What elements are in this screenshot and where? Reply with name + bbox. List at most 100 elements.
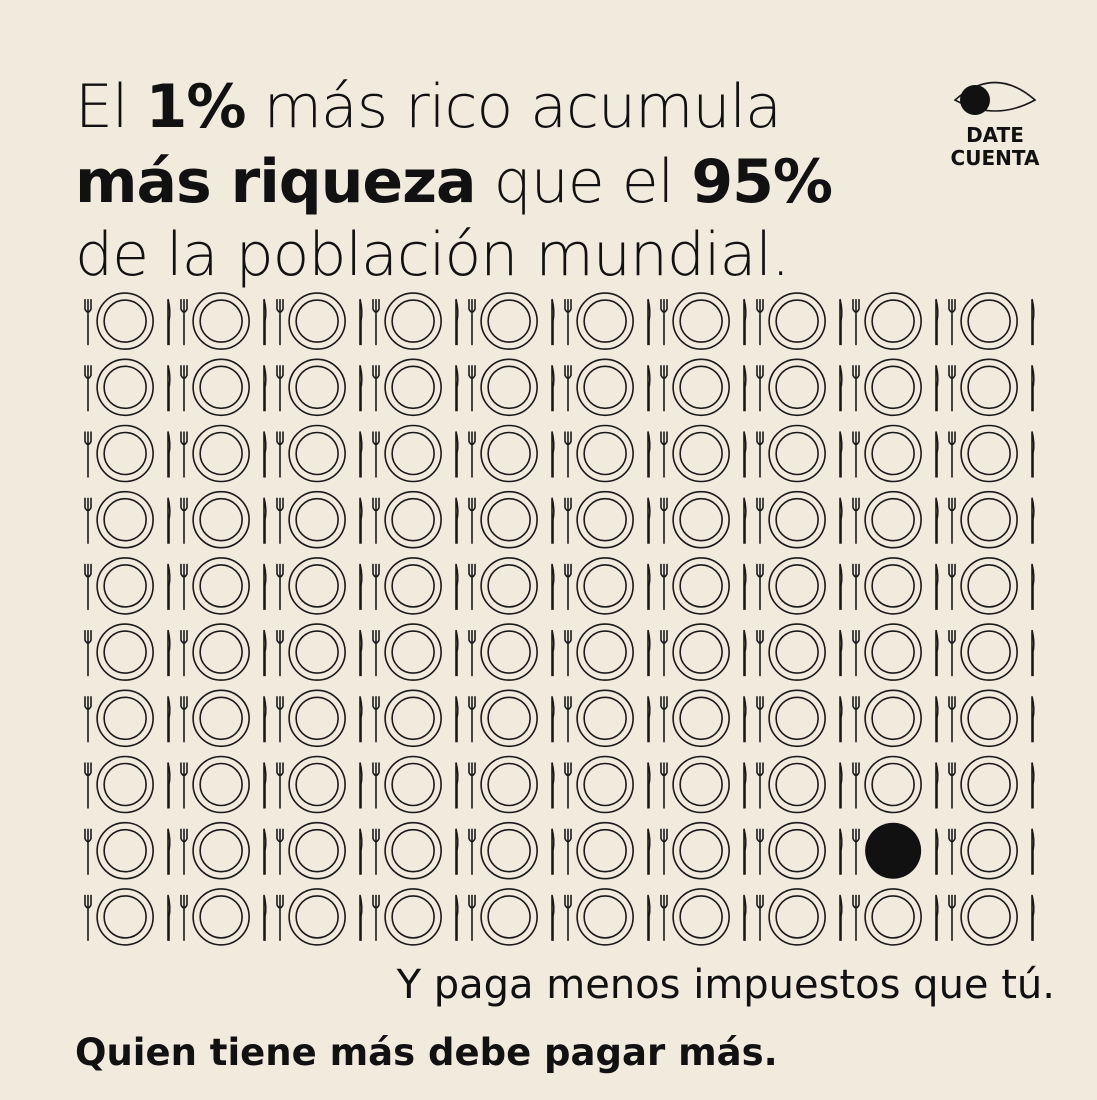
fork — [564, 762, 572, 809]
plate-rim — [199, 365, 243, 410]
logo: DATE CUENTA — [951, 81, 1040, 170]
plate-rim — [679, 564, 723, 608]
fork — [852, 299, 860, 346]
place-setting — [468, 358, 555, 417]
fork — [180, 630, 188, 677]
knife — [263, 894, 267, 941]
fork — [84, 630, 92, 677]
plate-rim — [103, 431, 147, 476]
plate-rim — [775, 828, 819, 873]
knife — [839, 828, 843, 875]
knife — [839, 497, 843, 544]
fork — [468, 563, 476, 610]
plate — [384, 755, 442, 814]
plate — [480, 557, 538, 615]
fork — [948, 497, 956, 544]
place-setting — [948, 689, 1035, 748]
place-setting — [468, 888, 555, 946]
plate — [288, 689, 346, 748]
place-setting — [852, 292, 939, 350]
plate — [384, 689, 442, 748]
fork — [852, 497, 860, 544]
title-line: de la población mundial. — [75, 220, 789, 290]
plate — [864, 292, 922, 350]
fork — [468, 762, 476, 809]
place-setting — [660, 689, 747, 748]
knife — [647, 497, 651, 544]
plate — [384, 358, 442, 417]
plate — [960, 755, 1018, 814]
plate — [96, 424, 154, 483]
plate — [672, 557, 730, 615]
fork — [372, 894, 380, 941]
plate — [288, 557, 346, 615]
fork — [660, 431, 668, 478]
fork — [564, 299, 572, 346]
knife — [647, 298, 651, 346]
place-setting — [84, 888, 171, 946]
plate-rim — [295, 431, 339, 476]
knife — [935, 629, 939, 677]
fork — [564, 696, 572, 743]
plate-rim — [871, 895, 915, 939]
plate — [192, 821, 250, 880]
fork — [852, 431, 860, 478]
plate-rim — [103, 696, 147, 741]
plate-rim — [103, 762, 147, 807]
plate-rim — [775, 365, 819, 410]
place-setting — [468, 755, 555, 814]
fork — [372, 828, 380, 875]
plate-rim — [487, 497, 531, 542]
plate — [288, 424, 346, 483]
plate-rim — [103, 497, 147, 542]
plate-rim — [487, 365, 531, 410]
knife — [551, 365, 555, 412]
plate-rim — [103, 564, 147, 608]
plate — [192, 490, 250, 549]
plate-rim — [583, 299, 627, 343]
plate — [576, 689, 634, 748]
fork — [180, 563, 188, 610]
plate — [480, 424, 538, 483]
plate-rim — [391, 696, 435, 741]
plate-rim — [967, 564, 1011, 608]
plate-rim — [871, 497, 915, 542]
plate-rim — [391, 431, 435, 476]
fork — [180, 299, 188, 346]
plate — [96, 490, 154, 549]
fork — [852, 696, 860, 743]
plate-rim — [679, 365, 723, 410]
place-setting — [468, 557, 555, 615]
plate-rim — [679, 895, 723, 939]
fork — [180, 365, 188, 412]
knife — [359, 894, 363, 941]
plate-rim — [295, 828, 339, 873]
plate-rim — [295, 630, 339, 674]
place-setting — [660, 755, 747, 814]
place-setting — [948, 358, 1035, 417]
knife — [743, 431, 747, 478]
knife — [551, 894, 555, 941]
plate — [288, 888, 346, 946]
place-setting — [180, 424, 267, 483]
fork — [660, 630, 668, 677]
fork — [948, 299, 956, 346]
place-setting — [84, 821, 171, 880]
plate — [768, 821, 826, 880]
fork — [276, 762, 284, 809]
place-setting — [468, 424, 555, 483]
plate — [864, 358, 922, 417]
plate — [864, 490, 922, 549]
knife — [935, 298, 939, 346]
logo-text: CUENTA — [951, 146, 1040, 170]
place-setting — [660, 888, 747, 946]
place-setting — [372, 292, 459, 350]
place-setting — [468, 490, 555, 549]
fork — [276, 563, 284, 610]
knife — [1031, 696, 1035, 743]
plate-rim — [487, 828, 531, 873]
fork — [84, 431, 92, 478]
place-setting — [276, 358, 363, 417]
fork — [852, 365, 860, 412]
place-setting — [948, 888, 1035, 946]
